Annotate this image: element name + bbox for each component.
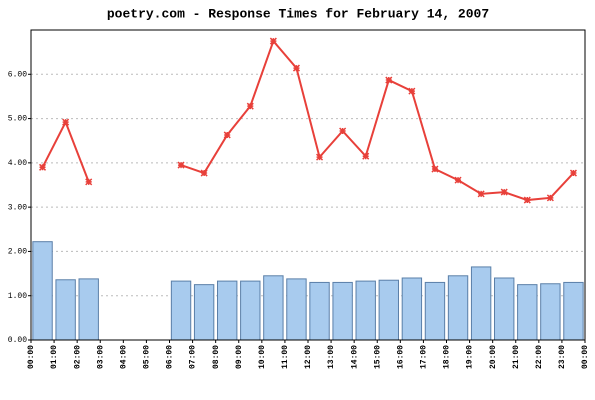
x-tick-label: 22:00 bbox=[535, 345, 544, 369]
x-tick-label: 14:00 bbox=[350, 345, 359, 369]
x-tick-label: 19:00 bbox=[466, 345, 475, 369]
x-tick-label: 13:00 bbox=[327, 345, 336, 369]
marker bbox=[39, 163, 47, 171]
marker bbox=[385, 76, 393, 84]
bar bbox=[170, 280, 192, 341]
marker bbox=[246, 102, 254, 110]
bar bbox=[378, 279, 399, 341]
marker bbox=[546, 194, 554, 202]
x-tick-label: 18:00 bbox=[443, 345, 452, 369]
bar bbox=[424, 281, 446, 341]
x-tick-label: 05:00 bbox=[143, 345, 152, 369]
marker bbox=[569, 169, 577, 177]
bar bbox=[540, 283, 561, 341]
x-tick-label: 21:00 bbox=[512, 345, 521, 369]
x-tick-label: 07:00 bbox=[189, 345, 198, 369]
bar bbox=[447, 275, 469, 341]
bar bbox=[55, 279, 76, 341]
marker bbox=[454, 176, 462, 184]
marker bbox=[408, 87, 416, 95]
plot-frame bbox=[30, 29, 586, 341]
x-tick-label: 09:00 bbox=[235, 345, 244, 369]
x-tick-label: 02:00 bbox=[73, 345, 82, 369]
x-tick-label: 15:00 bbox=[373, 345, 382, 369]
marker bbox=[500, 188, 508, 196]
bar bbox=[263, 275, 284, 341]
x-tick-label: 01:00 bbox=[50, 345, 59, 369]
x-tick-label: 10:00 bbox=[258, 345, 267, 369]
x-tick-label: 20:00 bbox=[489, 345, 498, 369]
marker bbox=[523, 196, 531, 204]
bar bbox=[494, 277, 515, 341]
bar bbox=[309, 281, 330, 341]
marker bbox=[477, 190, 485, 198]
y-tick-label: 6.00 bbox=[8, 70, 27, 79]
bar bbox=[78, 278, 99, 341]
y-tick-label: 4.00 bbox=[8, 159, 27, 168]
y-tick-label: 3.00 bbox=[8, 203, 27, 212]
marker bbox=[362, 152, 370, 160]
bar bbox=[470, 266, 492, 341]
x-tick-label: 16:00 bbox=[396, 345, 405, 369]
bar bbox=[517, 284, 538, 341]
marker bbox=[85, 178, 93, 186]
bar bbox=[332, 281, 353, 341]
y-tick-label: 2.00 bbox=[8, 248, 27, 257]
x-tick-label: 23:00 bbox=[558, 345, 567, 369]
bar bbox=[240, 280, 261, 341]
x-tick-label: 11:00 bbox=[281, 345, 290, 369]
x-tick-label: 00:00 bbox=[27, 345, 36, 369]
marker bbox=[62, 118, 70, 126]
y-tick-label: 0.00 bbox=[8, 336, 27, 345]
marker bbox=[223, 131, 231, 139]
bar bbox=[286, 278, 307, 341]
x-tick-label: 00:00 bbox=[581, 345, 590, 369]
x-tick-label: 12:00 bbox=[304, 345, 313, 369]
x-tick-label: 06:00 bbox=[166, 345, 175, 369]
marker bbox=[431, 165, 439, 173]
x-tick-label: 04:00 bbox=[119, 345, 128, 369]
marker bbox=[177, 161, 185, 169]
bar bbox=[563, 281, 584, 341]
x-tick-label: 17:00 bbox=[420, 345, 429, 369]
marker bbox=[339, 127, 347, 135]
bar bbox=[401, 277, 423, 341]
bar bbox=[32, 241, 53, 341]
x-tick-label: 08:00 bbox=[212, 345, 221, 369]
plot-area bbox=[31, 30, 585, 340]
marker bbox=[292, 64, 300, 72]
chart-title: poetry.com - Response Times for February… bbox=[107, 6, 489, 21]
bar bbox=[355, 280, 376, 341]
marker bbox=[316, 153, 324, 161]
marker bbox=[269, 37, 277, 45]
bar bbox=[217, 280, 238, 341]
y-tick-label: 1.00 bbox=[8, 292, 27, 301]
x-tick-label: 03:00 bbox=[96, 345, 105, 369]
marker bbox=[200, 169, 208, 177]
bar bbox=[193, 284, 215, 341]
y-tick-label: 5.00 bbox=[8, 115, 27, 124]
